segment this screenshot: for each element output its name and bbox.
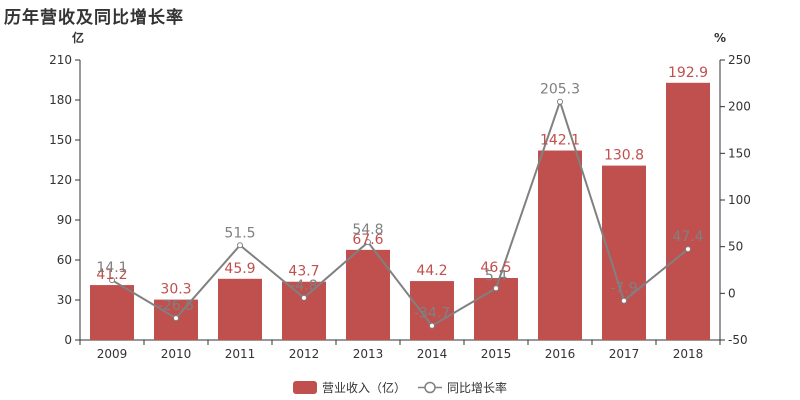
bar-value-label: 142.1	[540, 133, 580, 149]
line-value-label: 5.4	[485, 268, 507, 284]
y-right-unit: %	[714, 31, 726, 45]
x-tick-label: 2018	[673, 347, 704, 361]
data-labels: 41.2 30.3 45.9 43.7 67.6 44.2 46.5 142.1 130.8 19…	[96, 65, 708, 322]
line-value-label: 51.5	[224, 225, 255, 241]
bar-value-label: 67.6	[352, 232, 383, 248]
y-right-tick-label: 250	[728, 53, 751, 67]
x-tick-label: 2014	[417, 347, 448, 361]
legend-swatch-marker	[424, 381, 436, 394]
line-point	[493, 285, 499, 292]
bar-series	[90, 82, 710, 341]
legend-label-line: 同比增长率	[447, 380, 507, 395]
bar-value-label: 44.2	[416, 263, 447, 279]
bar	[218, 278, 262, 340]
bar-value-label: 41.2	[96, 267, 127, 283]
y-left-tick-label: 0	[64, 333, 72, 347]
y-right-tick-label: 200	[728, 100, 751, 114]
bar	[346, 249, 390, 340]
bar-value-label: 30.3	[160, 282, 191, 298]
line-value-label: 47.4	[672, 229, 703, 245]
line-point	[301, 294, 307, 301]
bar-value-label: 46.5	[480, 260, 511, 276]
line-value-label: -4.8	[290, 278, 317, 294]
line-point	[557, 98, 563, 105]
growth-line	[111, 98, 689, 328]
y-right-tick-label: 0	[728, 286, 736, 300]
bar	[666, 82, 710, 341]
y-right-tick-label: 50	[728, 240, 743, 254]
y-right-tick-label: 150	[728, 146, 751, 160]
line-point	[429, 322, 435, 329]
legend: 营业收入（亿） 同比增长率	[293, 380, 507, 395]
line-value-label: 54.8	[352, 222, 383, 238]
line-point	[173, 315, 179, 322]
x-tick-label: 2011	[225, 347, 256, 361]
y-left-tick-label: 210	[49, 53, 72, 67]
bar-value-label: 192.9	[668, 65, 708, 81]
x-tick-label: 2017	[609, 347, 640, 361]
y-left-tick-label: 30	[57, 293, 72, 307]
x-tick-label: 2010	[161, 347, 192, 361]
bar	[410, 281, 454, 340]
y-left-tick-label: 150	[49, 133, 72, 147]
chart-title: 历年营收及同比增长率	[4, 8, 184, 28]
line-value-label: 14.1	[96, 260, 127, 276]
line-point	[685, 246, 691, 253]
y-left-tick-label: 90	[57, 213, 72, 227]
line-point	[237, 242, 243, 249]
legend-label-bar: 营业收入（亿）	[322, 380, 406, 395]
legend-swatch-bar	[293, 381, 317, 394]
bar-value-label: 43.7	[288, 264, 319, 280]
bar-value-label: 130.8	[604, 148, 644, 164]
x-tick-label: 2013	[353, 347, 384, 361]
x-tick-label: 2009	[97, 347, 128, 361]
line-value-label: -26.5	[158, 298, 194, 314]
line-series	[109, 98, 691, 329]
y-left-tick-label: 60	[57, 253, 72, 267]
line-value-label: 205.3	[540, 82, 580, 98]
line-value-label: -34.7	[414, 306, 450, 322]
bar	[90, 285, 134, 340]
y-right-tick-label: -50	[728, 333, 748, 347]
bar	[538, 150, 582, 340]
x-tick-label: 2016	[545, 347, 576, 361]
y-left-tick-label: 120	[49, 173, 72, 187]
bar-value-label: 45.9	[224, 261, 255, 277]
bar	[282, 281, 326, 340]
y-left-tick-label: 180	[49, 93, 72, 107]
line-point	[365, 239, 371, 246]
line-point	[621, 297, 627, 304]
y-left-unit: 亿	[72, 30, 84, 45]
x-tick-label: 2012	[289, 347, 320, 361]
x-tick-label: 2015	[481, 347, 512, 361]
y-right-tick-label: 100	[728, 193, 751, 207]
line-point	[109, 277, 115, 284]
line-value-label: -7.9	[610, 281, 637, 297]
